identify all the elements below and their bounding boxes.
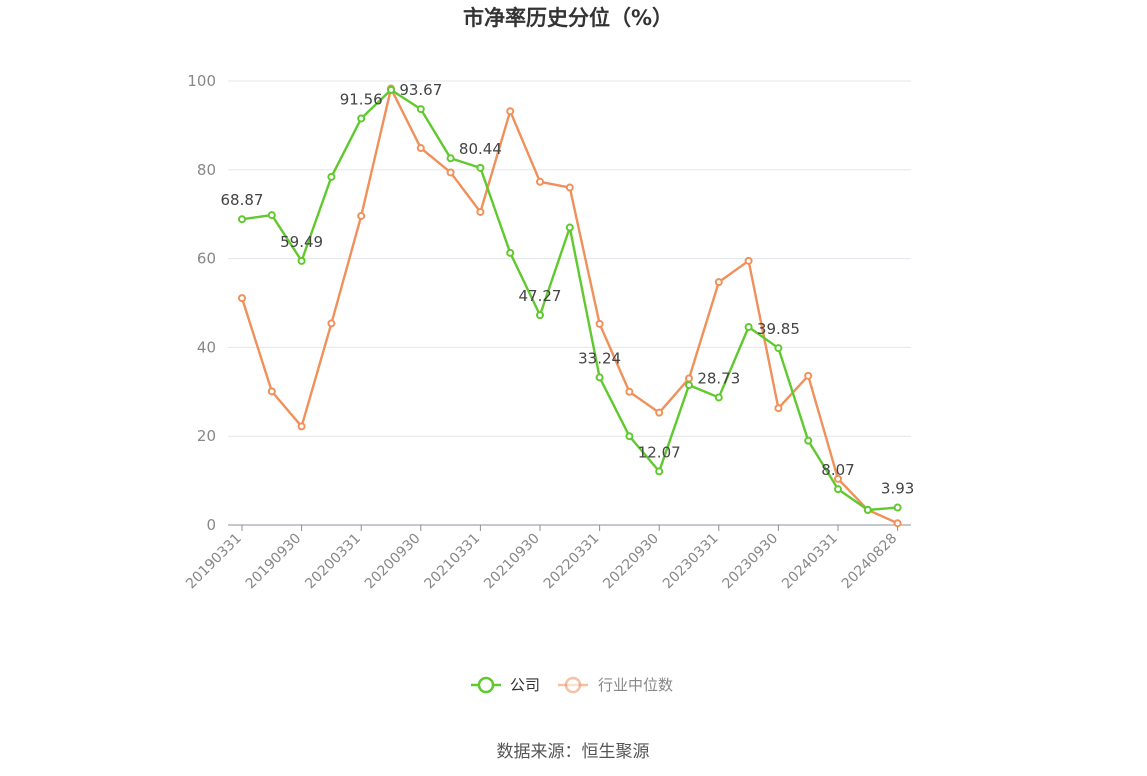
data-point	[357, 114, 366, 123]
data-point	[834, 474, 842, 483]
data-point	[476, 163, 485, 172]
data-label: 12.07	[638, 443, 681, 461]
y-tick-label: 80	[197, 161, 216, 179]
data-label: 80.44	[459, 140, 502, 158]
x-tick-label: 20200331	[302, 531, 364, 593]
data-point	[238, 215, 246, 224]
chart-title: 市净率历史分位（%）	[463, 6, 673, 30]
data-point	[834, 485, 842, 494]
y-tick-label: 60	[197, 250, 216, 268]
data-label: 93.67	[399, 81, 442, 99]
legend-marker	[564, 676, 582, 694]
legend-label: 公司	[510, 676, 540, 694]
y-tick-label: 0	[206, 516, 216, 534]
source-text: 数据来源：恒生聚源	[497, 742, 650, 762]
x-tick-label: 20210331	[422, 531, 484, 593]
data-point	[804, 436, 813, 445]
data-point	[714, 393, 723, 402]
data-point	[863, 505, 872, 514]
axis-layer: 0 20 40 60 80 100 2019033120190930202003312020…	[183, 72, 911, 592]
data-point	[893, 519, 902, 528]
data-point	[893, 503, 902, 512]
data-label: 47.27	[519, 287, 562, 305]
x-tick-label: 20190930	[243, 531, 305, 593]
label-layer: 68.87 59.49 91.56 93.67 80.44 47.27 33.24 12.07…	[221, 81, 915, 497]
data-point	[327, 319, 336, 328]
data-point	[595, 319, 604, 328]
data-point	[357, 211, 366, 220]
series-layer	[238, 84, 902, 528]
data-point	[744, 322, 753, 331]
data-point	[744, 256, 753, 265]
data-point	[625, 387, 634, 396]
data-point	[625, 432, 634, 441]
data-point	[536, 311, 544, 320]
data-label: 39.85	[757, 320, 800, 338]
x-tick-label: 20230930	[720, 531, 782, 593]
data-point	[595, 373, 604, 382]
data-point	[506, 107, 515, 116]
data-point	[416, 105, 425, 114]
x-tick-label: 20220331	[541, 531, 603, 593]
data-point	[536, 177, 544, 186]
data-point	[565, 223, 574, 232]
data-point	[774, 404, 783, 413]
legend: 公司 行业中位数	[471, 676, 673, 694]
data-label: 33.24	[578, 349, 621, 367]
grid-layer	[228, 80, 911, 437]
data-point	[685, 381, 693, 390]
data-point	[297, 422, 306, 431]
data-point	[446, 168, 455, 177]
data-point	[267, 387, 276, 396]
x-tick-label: 20210930	[481, 531, 543, 593]
y-tick-label: 100	[187, 72, 216, 90]
data-point	[238, 294, 246, 303]
data-point	[416, 144, 425, 153]
data-point	[804, 371, 813, 380]
data-point	[685, 374, 693, 383]
data-point	[387, 85, 395, 94]
y-tick-label: 20	[197, 427, 216, 445]
data-label: 8.07	[821, 461, 854, 479]
data-point	[714, 278, 723, 287]
data-point	[476, 207, 485, 216]
x-tick-label: 20200930	[362, 531, 424, 593]
data-point	[446, 154, 455, 163]
data-label: 3.93	[881, 480, 914, 498]
data-point	[655, 408, 664, 417]
data-point	[655, 467, 664, 476]
x-tick-label: 20190331	[183, 531, 245, 593]
data-label: 68.87	[221, 191, 264, 209]
data-label: 59.49	[280, 233, 323, 251]
data-point	[506, 248, 515, 257]
legend-label: 行业中位数	[598, 676, 673, 694]
data-point	[327, 172, 336, 181]
data-point	[774, 344, 783, 353]
data-point	[565, 183, 574, 192]
data-label: 91.56	[340, 90, 383, 108]
series-line-industry-median	[240, 87, 899, 525]
x-tick-label: 20240828	[839, 531, 901, 593]
series-line-company	[241, 88, 898, 512]
x-tick-label: 20230331	[660, 531, 722, 593]
data-label: 28.73	[697, 369, 740, 387]
data-point	[297, 256, 306, 265]
legend-marker	[477, 676, 495, 694]
x-tick-label: 20220930	[600, 531, 662, 593]
x-tick-label: 20240331	[779, 531, 841, 593]
data-point	[267, 211, 276, 220]
y-tick-label: 40	[197, 338, 216, 356]
